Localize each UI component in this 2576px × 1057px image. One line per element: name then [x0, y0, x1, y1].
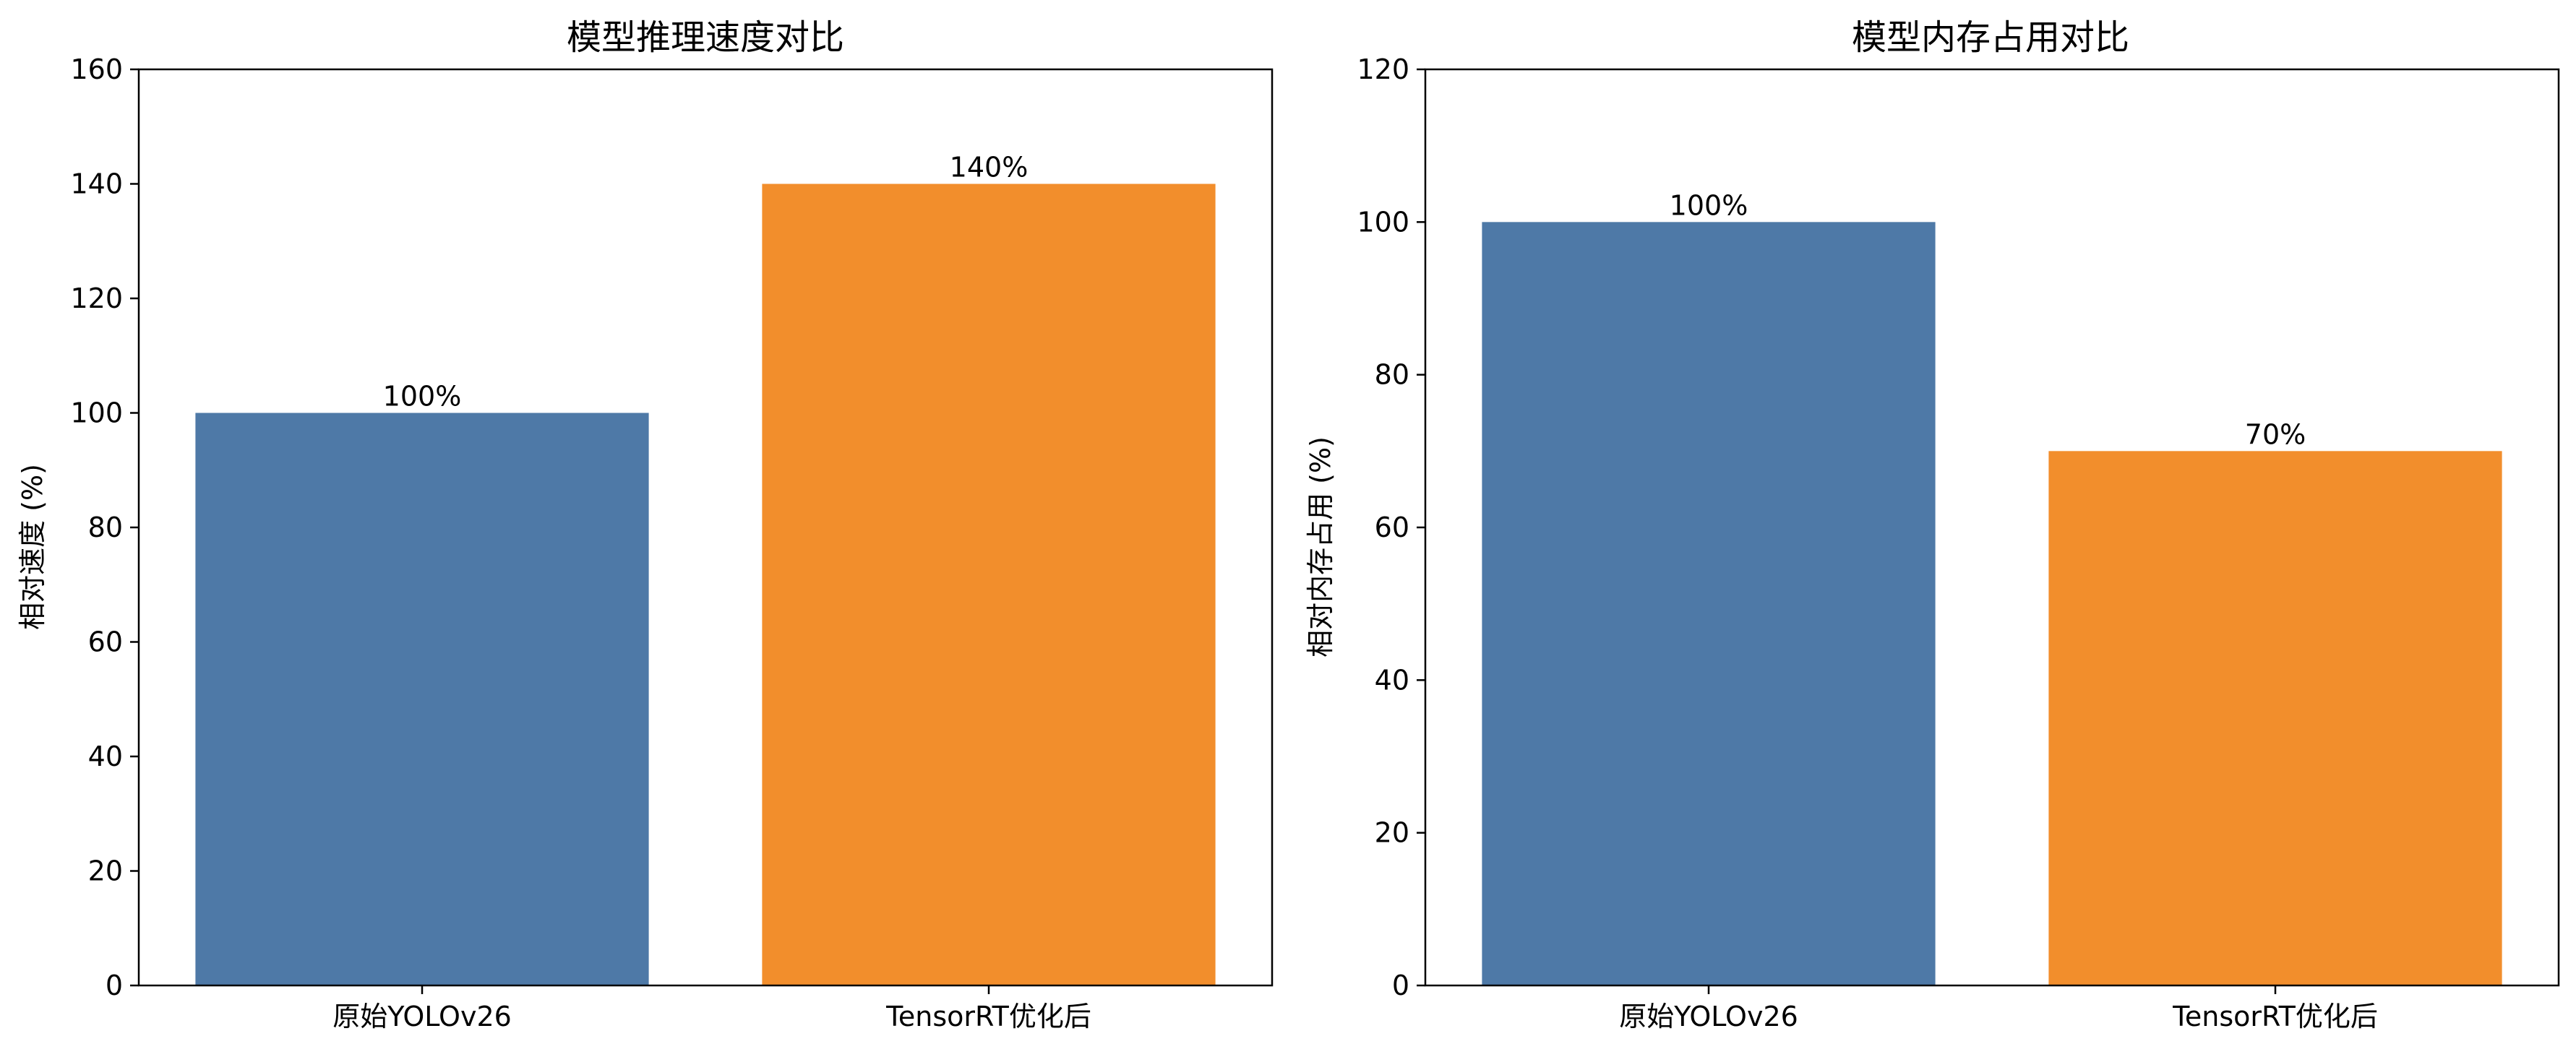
y-tick-label: 120 — [70, 282, 123, 314]
y-tick-label: 0 — [1392, 970, 1409, 1001]
y-tick-label: 140 — [70, 168, 123, 200]
chart-memory: 模型内存占用对比 相对内存占用 (%) 100%70%0204060801001… — [1305, 17, 2560, 1032]
data-label: 70% — [2245, 418, 2306, 450]
data-label: 140% — [950, 152, 1029, 184]
plot-area: 100% 70% 0 20 40 60 80 100 120 原始YOLOv26 TensorRT优… — [1357, 53, 2560, 1032]
y-tick-label: 60 — [1375, 512, 1409, 543]
y-tick-label: 100 — [1357, 206, 1409, 238]
y-tick-label: 20 — [88, 855, 123, 887]
x-tick-label: 原始YOLOv26 — [332, 1001, 512, 1032]
plot-area: 100% 140% 0 20 40 60 80 100 120 140 160 原始YOLOv26 Te… — [70, 53, 1274, 1032]
y-tick-label: 40 — [88, 741, 123, 772]
data-label: 100% — [1670, 189, 1748, 221]
axes-frame — [137, 68, 1274, 987]
bar-optimized — [762, 184, 1216, 985]
y-tick-label: 120 — [1357, 53, 1409, 85]
y-axis-label: 相对速度 (%) — [17, 464, 48, 630]
x-tick-label: TensorRT优化后 — [885, 1001, 1091, 1032]
x-tick-label: TensorRT优化后 — [2172, 1001, 2378, 1032]
y-tick-label: 40 — [1375, 664, 1409, 696]
bar-optimized — [2048, 451, 2502, 985]
y-tick-label: 80 — [1375, 359, 1409, 391]
y-tick-label: 160 — [70, 53, 123, 85]
y-tick-label: 20 — [1375, 817, 1409, 849]
y-tick-label: 0 — [106, 970, 123, 1001]
y-tick-label: 100 — [70, 397, 123, 429]
bar-original — [195, 413, 649, 985]
x-tick-label: 原始YOLOv26 — [1619, 1001, 1798, 1032]
bar-original — [1482, 222, 1936, 985]
chart-title: 模型推理速度对比 — [567, 17, 844, 58]
y-tick-label: 80 — [88, 512, 123, 543]
y-axis-label: 相对内存占用 (%) — [1305, 436, 1336, 657]
data-label: 100% — [383, 381, 462, 413]
chart-speed: 模型推理速度对比 相对速度 (%) 100% 140% 0 20 40 60 80 100 12… — [17, 17, 1274, 1032]
chart-title: 模型内存占用对比 — [1852, 17, 2129, 58]
axes-frame — [1424, 68, 2560, 987]
y-tick-label: 60 — [88, 626, 123, 658]
